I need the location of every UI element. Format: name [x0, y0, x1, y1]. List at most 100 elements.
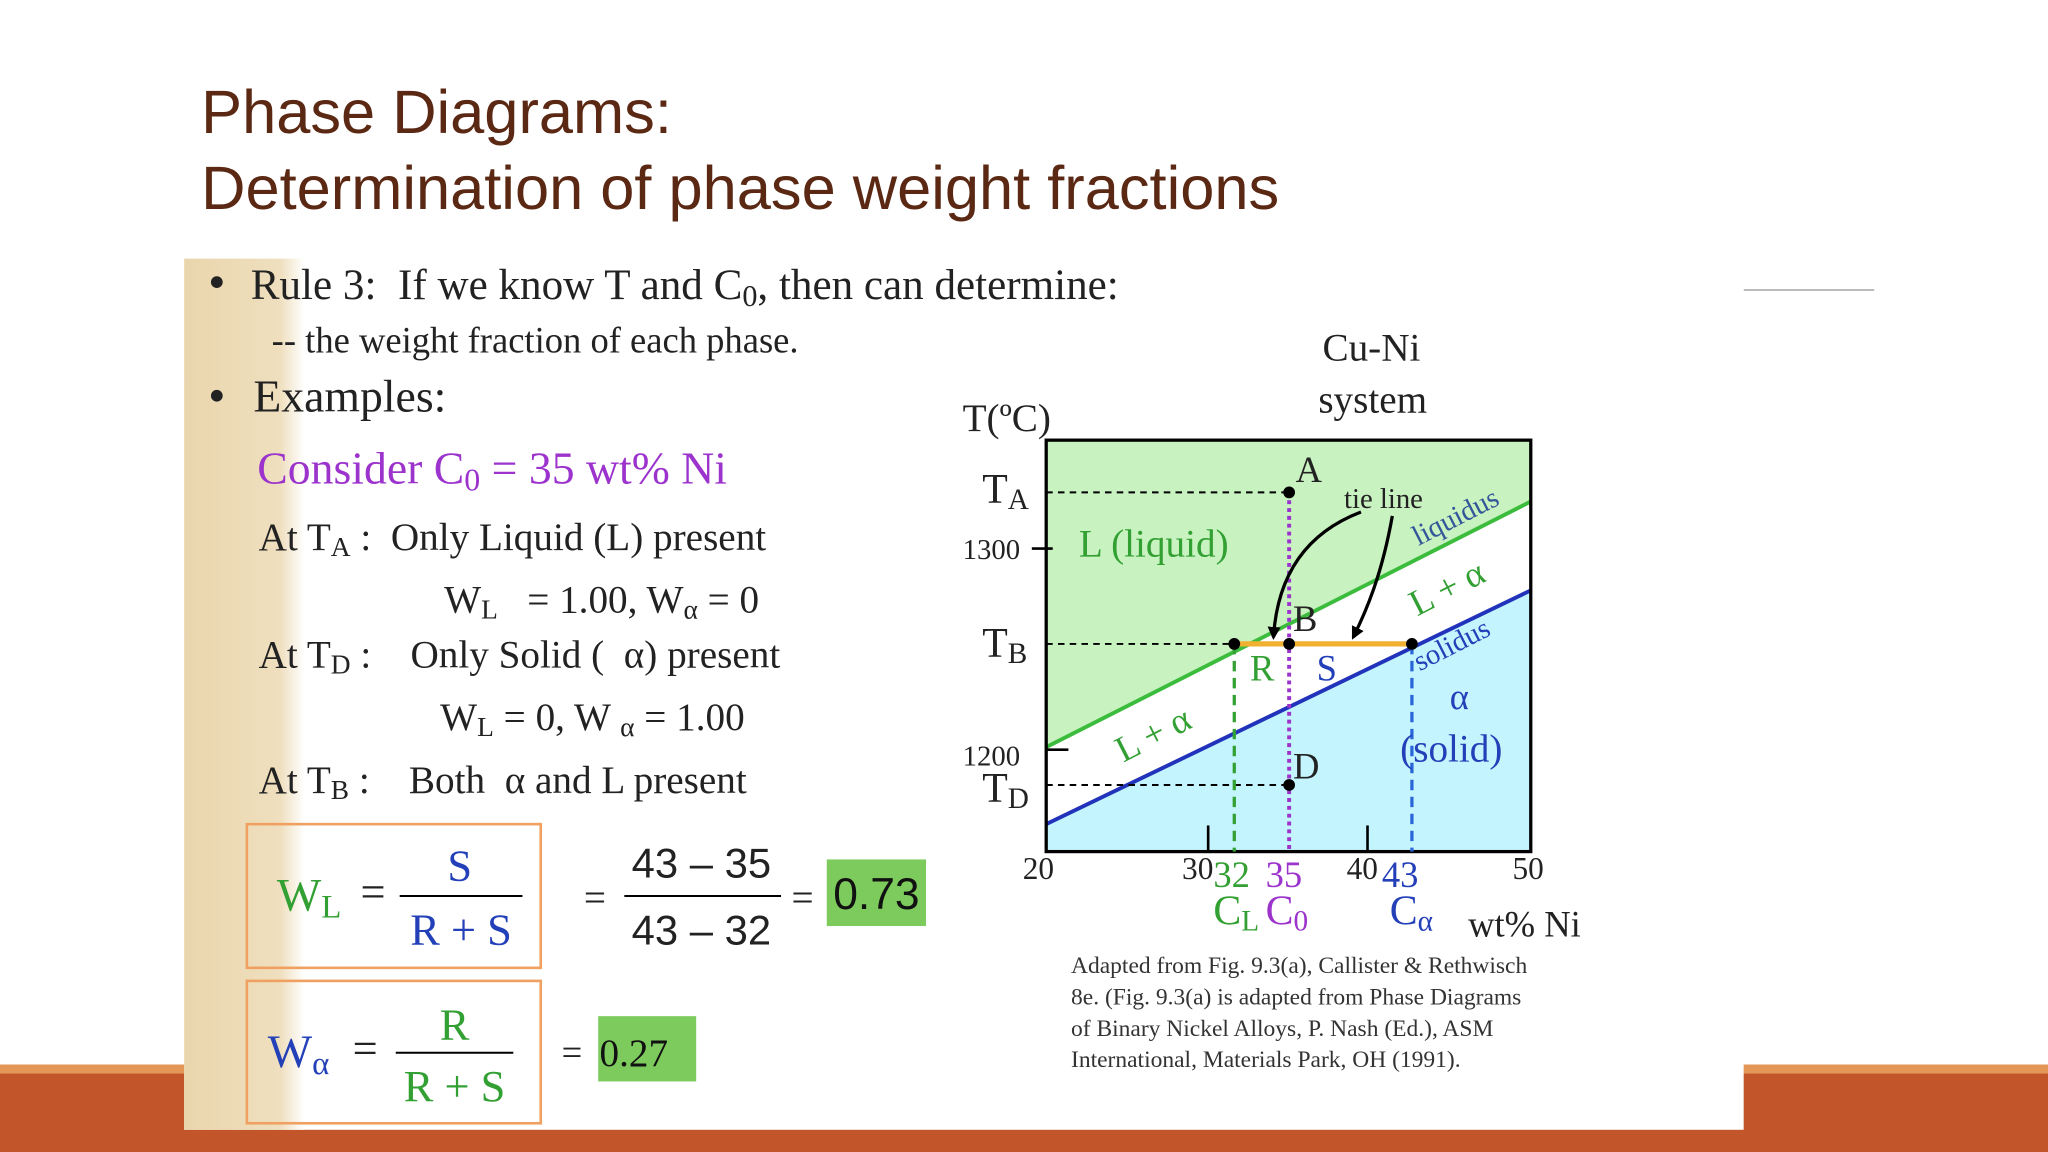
- composition-value: 32: [1213, 854, 1250, 895]
- text-part: B: [331, 775, 349, 805]
- examples-heading: Examples:: [253, 370, 446, 421]
- equals: =: [360, 866, 385, 916]
- formula-box: [245, 822, 543, 970]
- state-point: [1283, 638, 1296, 650]
- text-part: α: [620, 712, 634, 742]
- text-part: , then can determine:: [757, 262, 1118, 309]
- state-point: [1406, 638, 1418, 650]
- result: 0.27: [600, 1032, 669, 1075]
- text-part: C: [1266, 889, 1294, 935]
- composition-value: 43: [1382, 854, 1419, 895]
- text-part: D: [331, 649, 351, 679]
- x-tick-label: 20: [1023, 851, 1054, 886]
- result: 0.73: [833, 870, 919, 919]
- title: Phase Diagrams:: [201, 78, 672, 147]
- x-axis-label: wt% Ni: [1468, 903, 1581, 944]
- text-part: C: [1390, 889, 1418, 935]
- text-part: C: [1213, 889, 1241, 935]
- point-label: A: [1296, 449, 1323, 490]
- values-line: WL = 1.00, Wα = 0: [444, 579, 759, 625]
- text-part: α: [312, 1046, 329, 1082]
- composition-label: Cα: [1390, 889, 1433, 938]
- text-part: Examples:: [253, 370, 446, 421]
- rule-line: Rule 3: If we know T and C0, then can de…: [251, 262, 1119, 313]
- text-part: 0: [742, 279, 757, 313]
- bullet: [210, 389, 223, 402]
- text-part: T: [982, 766, 1008, 812]
- formula-box: [245, 979, 543, 1125]
- text-part: Rule 3:: [251, 262, 377, 309]
- text-part: L: [321, 890, 341, 926]
- composition-label: C0: [1266, 889, 1309, 938]
- composition-value: 35: [1266, 854, 1303, 895]
- system-label: Cu-Ni: [1322, 326, 1420, 369]
- x-tick-label: 50: [1512, 851, 1543, 886]
- consider-line: Consider C0 = 35 wt% Ni: [257, 442, 727, 497]
- denominator: R + S: [404, 1061, 506, 1111]
- equals: =: [562, 1031, 583, 1072]
- composition-label: CL: [1213, 889, 1259, 938]
- detail-line: -- the weight fraction of each phase.: [272, 320, 799, 361]
- result-highlight: [598, 1016, 697, 1082]
- side-stripe: [184, 258, 305, 1130]
- text-part: W: [444, 579, 481, 622]
- condition-line: At TB : Both α and L present: [259, 759, 747, 805]
- text-part: A: [1008, 484, 1029, 516]
- caption: 8e. (Fig. 9.3(a) is adapted from Phase D…: [1071, 984, 1521, 1010]
- text-part: L: [477, 712, 494, 742]
- text-part: : Only Liquid (L) present: [351, 516, 767, 559]
- region-label: α: [1450, 676, 1469, 717]
- y-tick-label: 1300: [963, 534, 1020, 566]
- formula-lhs: WL: [277, 869, 342, 925]
- state-point: [1283, 486, 1296, 499]
- text-part: B: [1008, 638, 1028, 670]
- denominator: R + S: [410, 904, 512, 954]
- caption: Adapted from Fig. 9.3(a), Callister & Re…: [1071, 953, 1527, 979]
- text-part: W: [277, 869, 322, 921]
- text-part: = 1.00, W: [498, 579, 684, 622]
- text-part: : Both α and L present: [349, 759, 747, 802]
- equals: =: [792, 876, 814, 919]
- text-part: : Only Solid ( α) present: [351, 633, 781, 676]
- condition-line: At TA : Only Liquid (L) present: [259, 516, 767, 562]
- text-part: 0: [464, 461, 480, 497]
- point-label: B: [1293, 598, 1317, 639]
- system-label: system: [1318, 379, 1427, 422]
- text-part: W: [440, 696, 477, 739]
- equals: =: [584, 876, 606, 919]
- y-axis-label: T(ºC): [963, 397, 1051, 440]
- temperature-label: TA: [982, 467, 1029, 516]
- state-point: [1283, 779, 1296, 791]
- temperature-label: TB: [982, 621, 1027, 670]
- caption: of Binary Nickel Alloys, P. Nash (Ed.), …: [1071, 1016, 1493, 1042]
- liquidus-line: [1045, 499, 1532, 749]
- result-highlight: [826, 859, 927, 927]
- text-part: α: [683, 595, 697, 625]
- point-label: D: [1293, 745, 1319, 786]
- temperature-label: TD: [982, 766, 1029, 815]
- text-part: = 1.00: [634, 696, 744, 739]
- formula-lhs: Wα: [268, 1026, 330, 1082]
- text-part: T: [982, 467, 1008, 513]
- diagram-frame: [1044, 438, 1533, 854]
- region-label: L (liquid): [1079, 522, 1229, 565]
- tie-line-label: tie line: [1344, 483, 1423, 515]
- numerator: R: [440, 1000, 470, 1050]
- text-part: = 0, W: [494, 696, 620, 739]
- slide-content: Phase Diagrams: Determination of phase we…: [0, 78, 2048, 1152]
- text-part: -- the weight fraction of each phase.: [272, 320, 799, 361]
- segment-label: R: [1250, 647, 1275, 688]
- text-part: T: [982, 621, 1008, 667]
- segment-label: S: [1317, 647, 1337, 688]
- condition-line: At TD : Only Solid ( α) present: [259, 633, 781, 679]
- x-tick-label: 30: [1182, 851, 1213, 886]
- numerator: S: [447, 840, 472, 890]
- region-label: (solid): [1400, 727, 1502, 770]
- numerator: 43 – 35: [632, 840, 771, 887]
- text-part: = 0: [698, 579, 759, 622]
- text-part: W: [268, 1026, 313, 1078]
- text-part: Consider C: [257, 442, 464, 493]
- x-tick-label: 40: [1347, 851, 1378, 886]
- values-line: WL = 0, W α = 1.00: [440, 696, 745, 742]
